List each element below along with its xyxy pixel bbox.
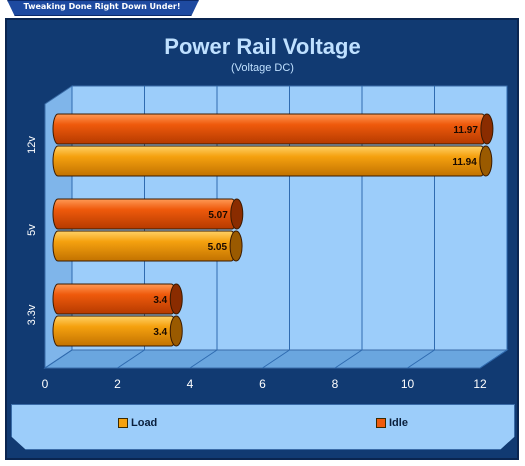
tagline-text: Tweaking Done Right Down Under! [23,2,181,11]
floor-gridline [189,349,218,369]
x-tick-label: 8 [332,377,339,391]
x-tick-label: 10 [401,377,415,391]
bar-cap-load-3.3v [169,315,183,347]
value-label-idle-5v: 5.07 [208,210,228,221]
legend-label-load: Load [131,417,158,429]
x-tick-label: 6 [259,377,266,391]
floor-gridline [334,349,363,369]
legend-swatch-load [118,418,128,428]
bar-cap-idle-3.3v [169,283,183,315]
floor-gridline [479,349,508,369]
legend-label-idle: Idle [389,417,408,429]
bar-load-12v [52,145,487,177]
bar-idle-12v [52,113,488,145]
floor-gridline [117,349,145,369]
x-tick-label: 4 [187,377,194,391]
floor-gridline [262,349,290,369]
legend-item-load: Load [118,417,157,429]
value-label-idle-3.3v: 3.4 [153,295,167,306]
value-label-load-5v: 5.05 [208,242,228,253]
value-label-load-12v: 11.94 [452,157,477,168]
x-tick-label: 2 [114,377,121,391]
bar-cap-load-12v [479,145,493,177]
category-label: 12v [26,136,38,154]
bar-cap-idle-5v [230,198,244,230]
legend [11,404,515,450]
x-tick-label: 0 [42,377,49,391]
value-label-load-3.3v: 3.4 [153,327,167,338]
bar-cap-idle-12v [480,113,494,145]
category-label: 5v [26,224,38,236]
x-tick-label: 12 [473,377,487,391]
value-label-idle-12v: 11.97 [453,125,478,136]
floor-gridline [407,349,435,369]
floor-gridline [44,349,73,369]
legend-item-idle: Idle [376,417,408,429]
chart-subtitle: (Voltage DC) [231,62,294,74]
bar-cap-load-5v [229,230,243,262]
chart-title: Power Rail Voltage [164,34,361,59]
category-label: 3.3v [26,304,38,325]
legend-swatch-idle [376,418,386,428]
